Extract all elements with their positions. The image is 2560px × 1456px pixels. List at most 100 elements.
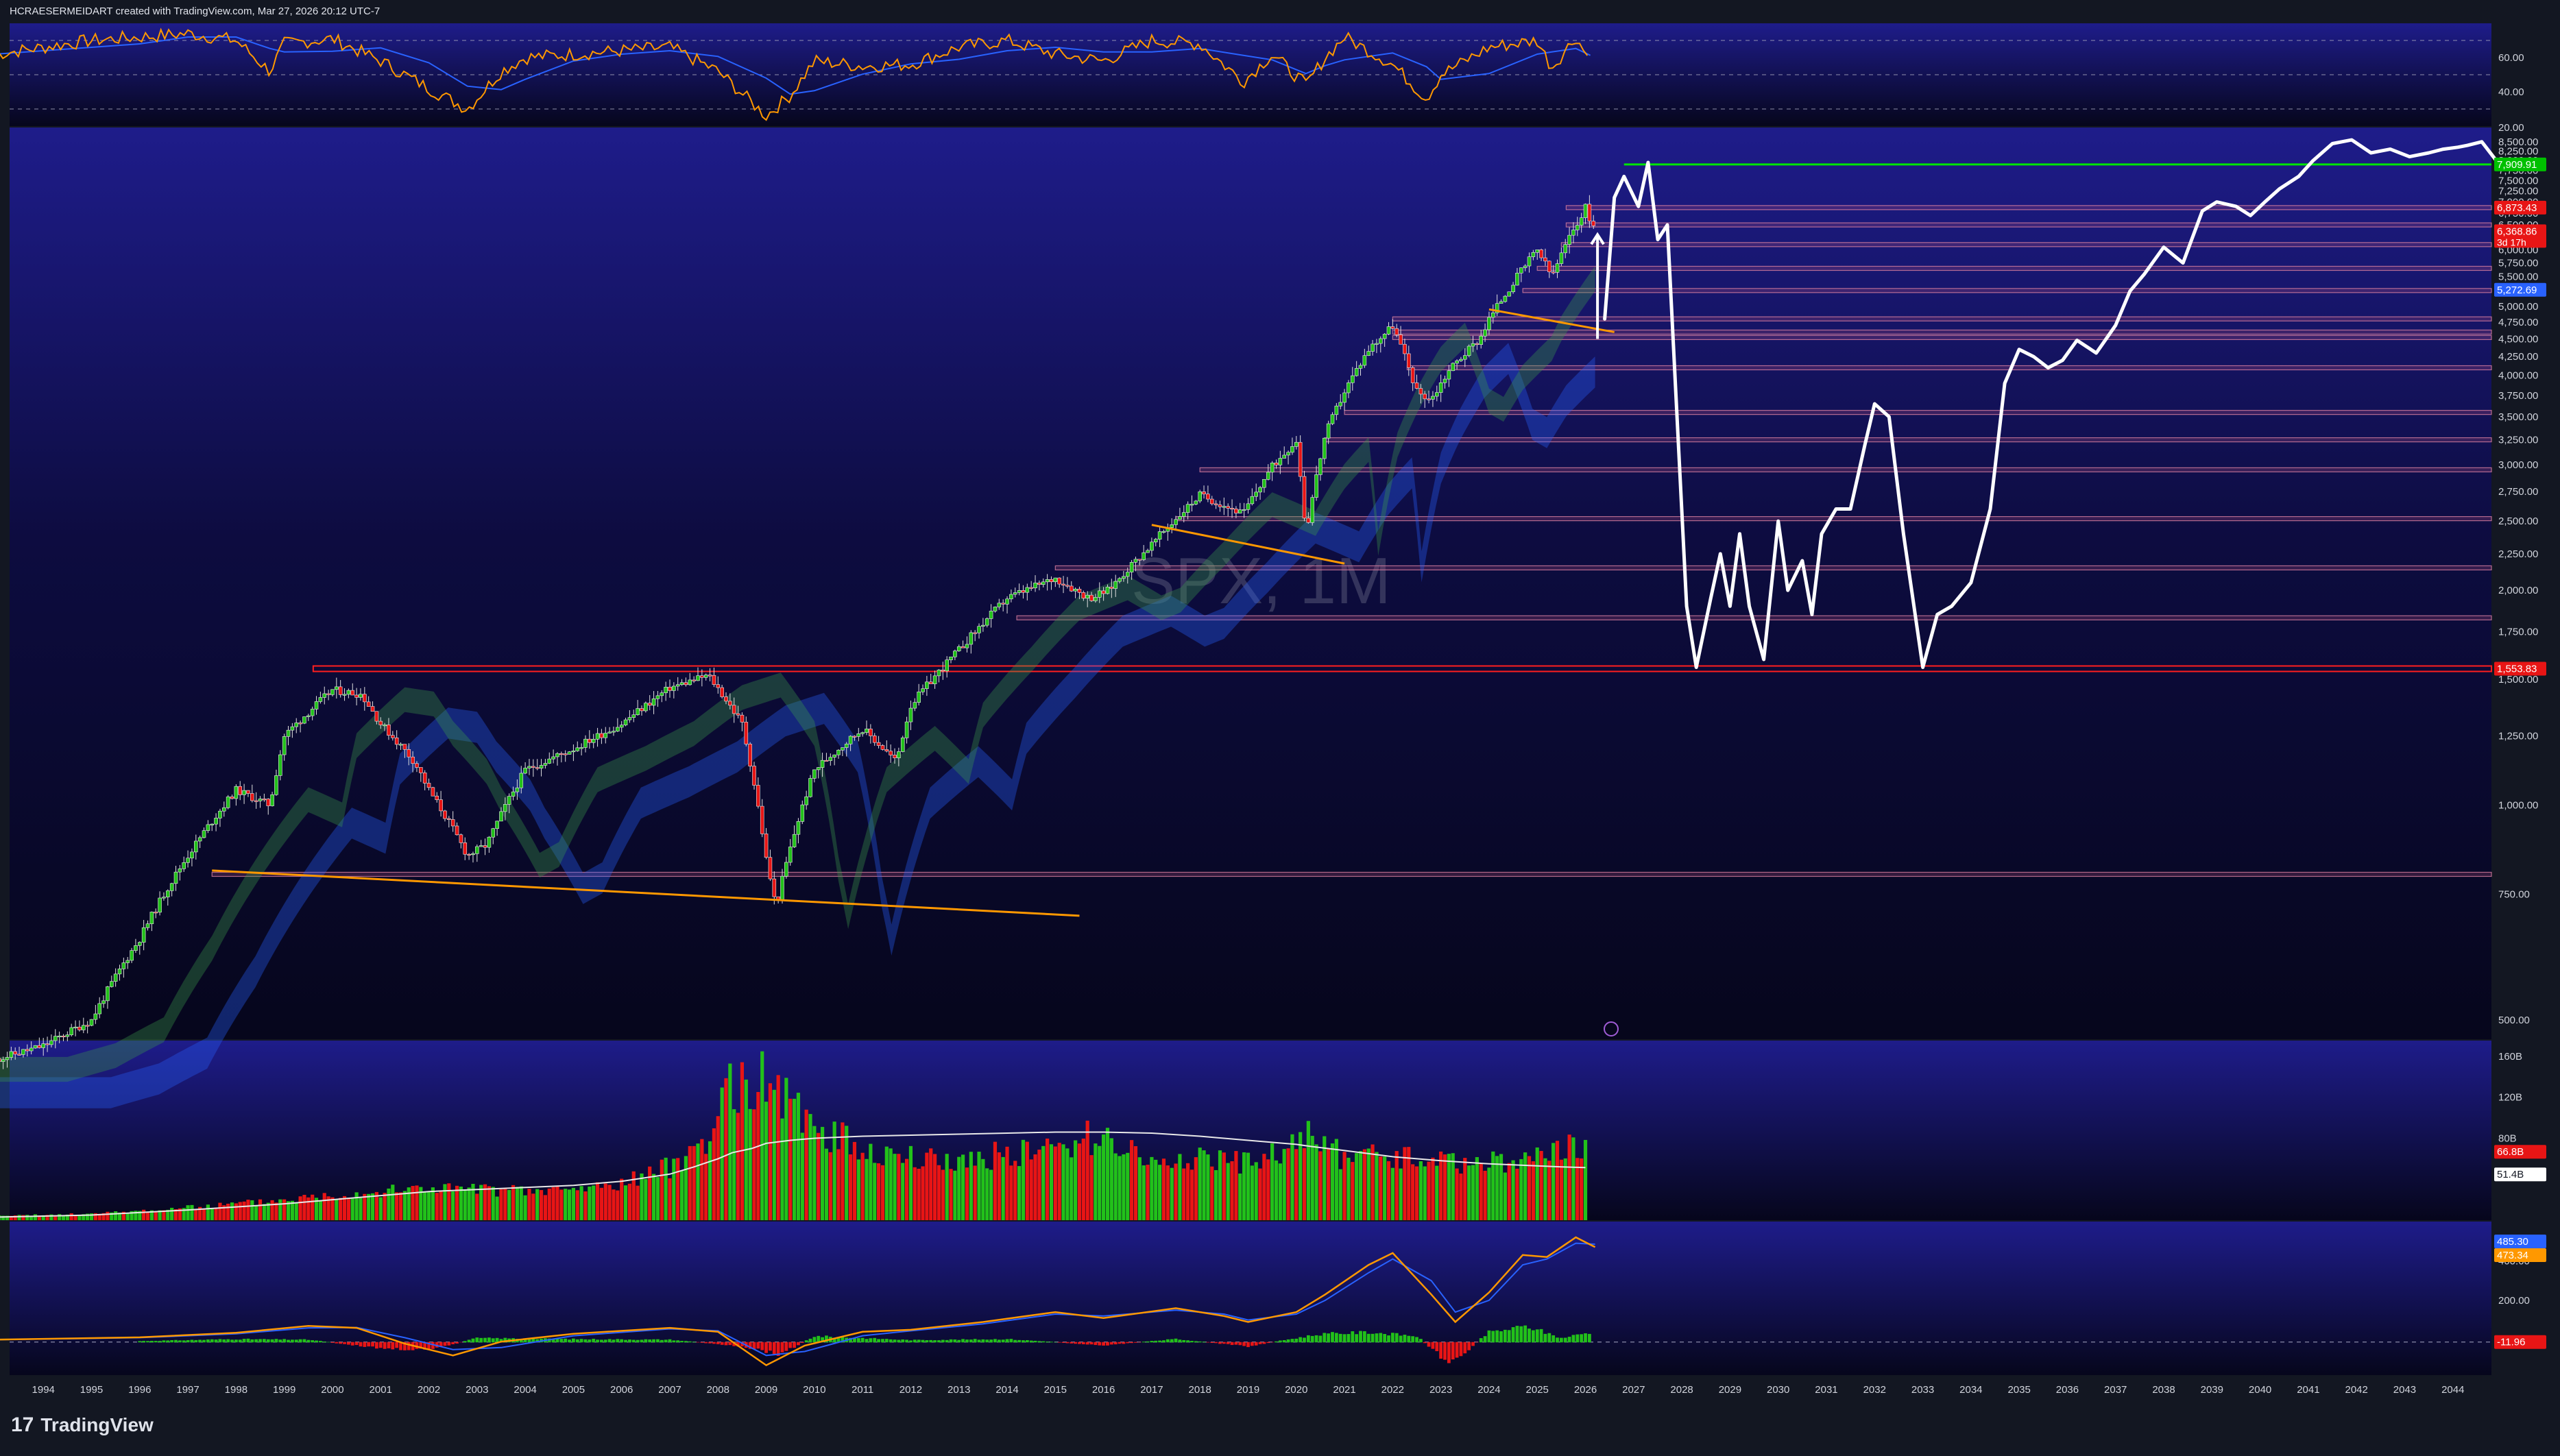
volume-bar (439, 1190, 443, 1220)
volume-bar (1383, 1156, 1387, 1220)
price-axis-tick: 1,000.00 (2498, 800, 2538, 812)
candle-body (591, 739, 596, 743)
volume-bar (655, 1177, 660, 1220)
volume-bar (294, 1202, 298, 1220)
candle-body (178, 869, 182, 873)
horizontal-level (1199, 467, 2492, 472)
macd-histogram-bar (921, 1339, 925, 1343)
event-marker-icon[interactable] (1604, 1021, 1619, 1036)
candle-body (1579, 217, 1584, 226)
candle-body (419, 767, 423, 773)
candle-body (1254, 492, 1259, 497)
volume-bar (114, 1211, 118, 1220)
macd-histogram-bar (315, 1340, 318, 1343)
volume-bar (832, 1121, 836, 1220)
trendline (1151, 524, 1345, 565)
macd-histogram-bar (1455, 1342, 1459, 1358)
candle-body (1447, 370, 1451, 380)
volume-bar (306, 1197, 311, 1220)
volume-bar (1226, 1163, 1230, 1220)
price-badge-bg (2494, 662, 2546, 676)
macd-histogram-bar (929, 1339, 933, 1343)
candle-body (993, 607, 998, 611)
macd-histogram-bar (415, 1342, 419, 1349)
candle-body (130, 950, 134, 961)
volume-bar (1130, 1140, 1134, 1220)
candle-body (965, 644, 969, 648)
candle-body (1017, 590, 1022, 593)
candle-body (459, 834, 463, 843)
volume-bar (1250, 1165, 1254, 1220)
macd-histogram-bar (1439, 1342, 1443, 1359)
candle-body (326, 693, 330, 695)
candle-body (647, 703, 652, 706)
candle-body (579, 747, 583, 749)
candle-body (655, 695, 660, 699)
candle-body (696, 675, 700, 681)
macd-histogram-bar (326, 1342, 330, 1343)
volume-bar (977, 1152, 981, 1220)
macd-histogram-bar (1527, 1328, 1531, 1343)
volume-bar (314, 1198, 319, 1220)
volume-bar (836, 1149, 841, 1220)
volume-bar (893, 1154, 897, 1220)
macd-histogram-bar (1254, 1342, 1258, 1346)
candle-body (841, 747, 845, 751)
volume-bar (1182, 1168, 1186, 1220)
volume-bar (1278, 1163, 1282, 1220)
candle-body (973, 632, 977, 634)
macd-histogram-bar (1535, 1329, 1539, 1343)
candle-body (1306, 518, 1311, 523)
volume-bar (880, 1165, 885, 1220)
volume-bar (873, 1163, 877, 1220)
price-axis[interactable]: 60.0040.0020.008,500.008,250.008,000.007… (2494, 52, 2546, 1349)
volume-bar (1113, 1153, 1118, 1220)
volume-bar (515, 1187, 520, 1220)
candle-body (612, 731, 616, 733)
candle-body (531, 766, 535, 768)
volume-bar (937, 1165, 941, 1220)
candle-body (1246, 503, 1251, 510)
candle-body (81, 1025, 86, 1030)
candle-body (1282, 454, 1287, 459)
candle-body (872, 736, 877, 743)
volume-bar (592, 1185, 596, 1220)
macd-histogram-bar (306, 1339, 311, 1343)
candle-body (884, 749, 889, 752)
horizontal-level (1565, 205, 2492, 210)
tradingview-logo[interactable]: 17 TradingView (11, 1413, 154, 1437)
volume-bar (1499, 1154, 1504, 1220)
volume-bar (415, 1185, 419, 1220)
candle-body (322, 693, 327, 698)
macd-histogram-bar (1085, 1342, 1089, 1345)
macd-histogram-bar (495, 1337, 499, 1343)
time-axis-label: 2042 (2345, 1384, 2367, 1396)
macd-histogram-bar (732, 1342, 736, 1346)
time-axis-label: 2031 (1815, 1384, 1837, 1396)
time-axis-label: 2038 (2152, 1384, 2175, 1396)
candle-body (306, 715, 311, 717)
volume-bar (145, 1212, 150, 1220)
candle-body (932, 675, 937, 684)
macd-histogram-bar (266, 1339, 270, 1343)
macd-histogram-bar (945, 1339, 949, 1343)
macd-histogram-bar (1351, 1331, 1355, 1343)
candle-body (925, 681, 929, 689)
macd-histogram-bar (1411, 1336, 1415, 1343)
candle-body (1122, 576, 1126, 579)
macd-histogram-bar (330, 1342, 335, 1343)
volume-bar (724, 1078, 728, 1220)
macd-histogram-bar (1166, 1339, 1170, 1343)
long-ma-band (0, 343, 1595, 1108)
macd-histogram-bar (1130, 1342, 1134, 1344)
volume-bar (913, 1167, 917, 1220)
macd-histogram-bar (1178, 1339, 1182, 1343)
macd-histogram-bar (1431, 1342, 1435, 1349)
volume-bar (1089, 1155, 1094, 1220)
candle-body (956, 646, 961, 651)
candle-body (1213, 503, 1218, 505)
candle-body (298, 723, 302, 725)
macd-histogram-bar (1347, 1334, 1351, 1343)
volume-bar (1334, 1139, 1338, 1220)
